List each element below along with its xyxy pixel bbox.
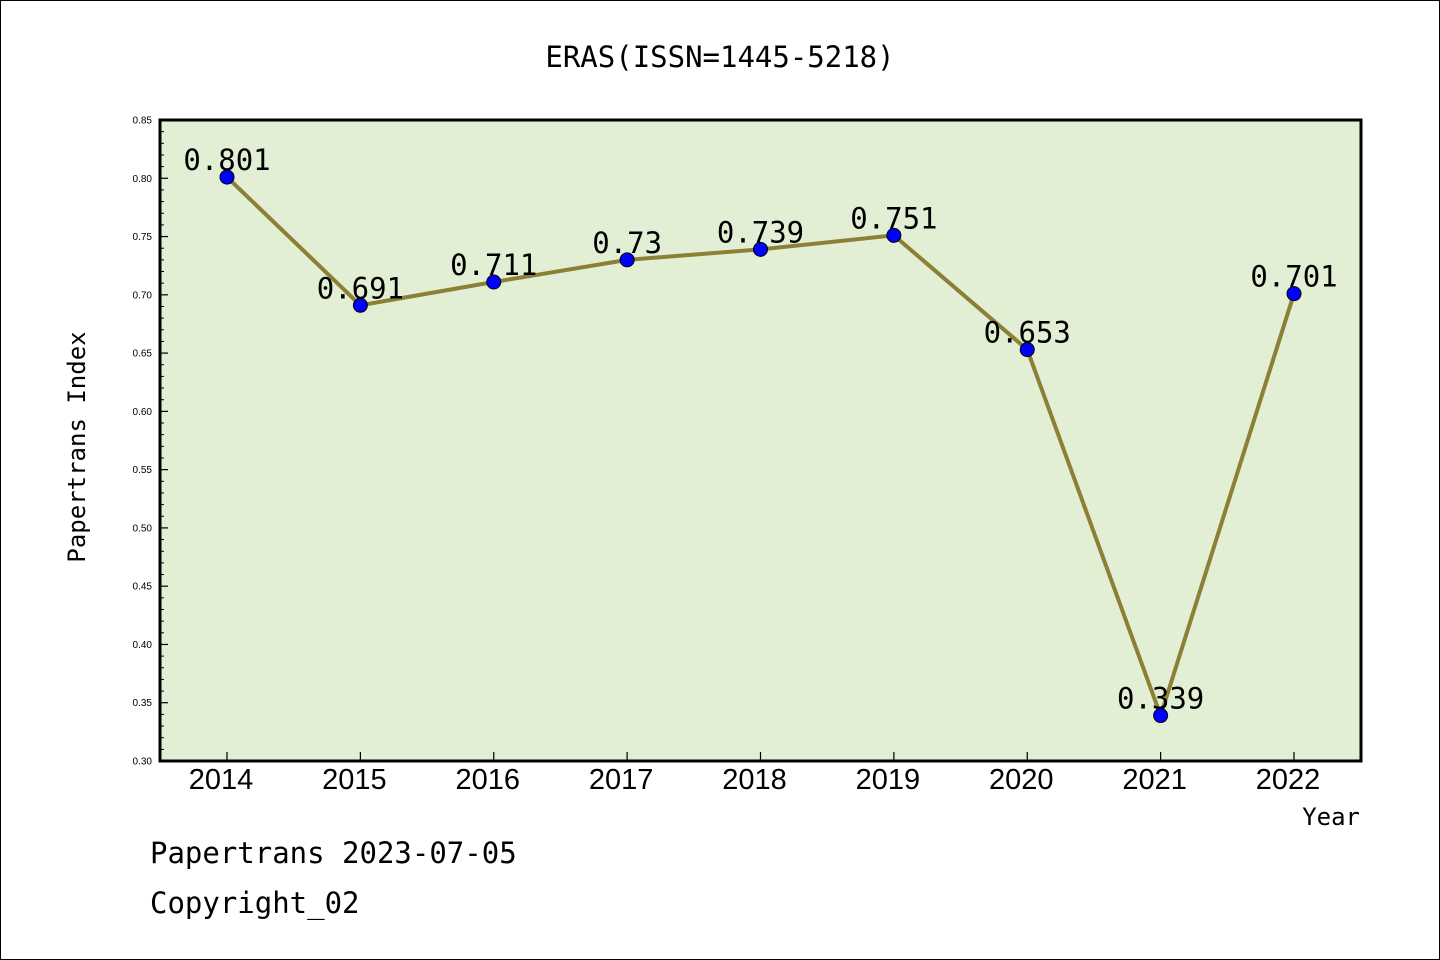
x-tick-label: 2015 <box>322 764 387 796</box>
data-label: 0.701 <box>1250 260 1337 294</box>
x-tick-label: 2017 <box>589 764 654 796</box>
y-tick-label: 0.65 <box>133 349 153 360</box>
y-tick-label: 0.50 <box>133 523 153 534</box>
plot-area <box>158 118 1363 763</box>
data-point <box>1019 342 1035 358</box>
data-label: 0.339 <box>1117 682 1204 716</box>
chart-title: ERAS(ISSN=1445-5218) <box>545 40 894 74</box>
data-point <box>753 241 768 257</box>
x-tick-label: 2020 <box>989 764 1054 796</box>
y-tick-label: 0.45 <box>133 582 153 593</box>
y-axis-label: Papertrans Index <box>63 331 91 562</box>
x-tick-label: 2016 <box>455 764 520 796</box>
data-point <box>219 169 235 185</box>
x-tick-label: 2021 <box>1122 764 1187 796</box>
x-axis-label: Year <box>1302 803 1360 831</box>
data-label: 0.751 <box>850 201 937 235</box>
data-label: 0.73 <box>592 226 662 260</box>
x-tick-label: 2014 <box>189 764 254 796</box>
y-axis: 0.30 0.35 0.40 0.45 0.50 0.55 0.60 0.65 0.70 0.75… <box>133 116 168 768</box>
footer-copyright: Copyright_02 <box>150 886 360 920</box>
x-tick-label: 2019 <box>856 764 921 796</box>
footer-source: Papertrans 2023-07-05 <box>150 836 517 870</box>
x-tick-label: 2018 <box>722 764 787 796</box>
data-point <box>352 297 368 313</box>
y-tick-label: 0.80 <box>133 174 153 185</box>
y-tick-label: 0.60 <box>133 407 153 418</box>
x-axis: 2014 2015 2016 2017 2018 2019 2020 2021 2022 <box>189 752 1321 796</box>
data-point <box>886 227 902 243</box>
data-point <box>1286 286 1302 302</box>
y-tick-label: 0.70 <box>133 290 153 301</box>
data-label: 0.653 <box>984 316 1071 350</box>
data-label: 0.739 <box>717 215 804 249</box>
y-tick-label: 0.55 <box>133 465 153 476</box>
data-label: 0.801 <box>183 143 270 177</box>
data-point <box>1153 708 1169 724</box>
x-tick-label: 2022 <box>1256 764 1321 796</box>
data-point <box>619 252 635 268</box>
y-tick-label: 0.35 <box>133 698 153 709</box>
y-tick-label: 0.40 <box>133 640 153 651</box>
y-tick-label: 0.85 <box>133 116 153 127</box>
data-label: 0.691 <box>317 271 404 305</box>
series-layer: 0.801 0.691 0.711 0.73 0.739 0.751 0.653 0.339 0… <box>183 143 1338 724</box>
y-tick-label: 0.75 <box>133 232 153 243</box>
data-point <box>486 274 502 290</box>
y-tick-label: 0.30 <box>133 757 153 768</box>
data-label: 0.711 <box>450 248 537 282</box>
